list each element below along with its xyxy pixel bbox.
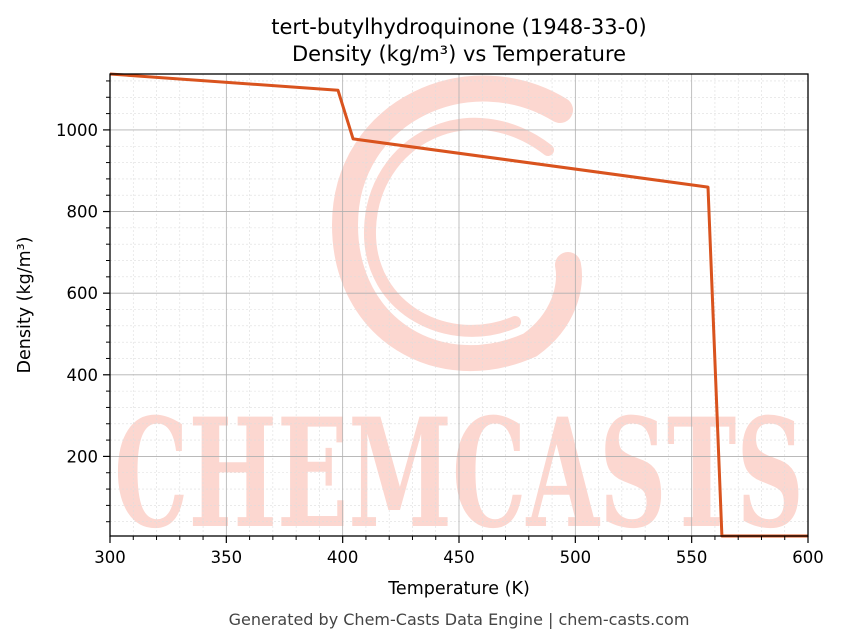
x-tick-label: 550	[676, 548, 708, 567]
chart-subtitle: Density (kg/m³) vs Temperature	[292, 42, 626, 66]
y-tick-label: 1000	[56, 121, 98, 140]
y-tick-label: 800	[67, 203, 99, 222]
y-axis-label: Density (kg/m³)	[15, 237, 35, 374]
x-axis-label: Temperature (K)	[387, 579, 530, 599]
chart-title: tert-butylhydroquinone (1948-33-0)	[271, 15, 646, 39]
x-axis-ticks: 300 350 400 450 500 550 600	[94, 536, 824, 567]
x-tick-label: 450	[443, 548, 475, 567]
y-axis-ticks: 200 400 600 800 1000	[56, 80, 110, 523]
watermark-swirl	[331, 75, 582, 372]
footer-credit: Generated by Chem-Casts Data Engine | ch…	[229, 610, 690, 629]
x-tick-label: 400	[327, 548, 359, 567]
x-tick-label: 300	[94, 548, 126, 567]
y-tick-label: 200	[67, 447, 99, 466]
x-tick-label: 500	[560, 548, 592, 567]
y-tick-label: 600	[67, 284, 99, 303]
x-tick-label: 350	[211, 548, 243, 567]
y-tick-label: 400	[67, 366, 99, 385]
x-tick-label: 600	[792, 548, 824, 567]
